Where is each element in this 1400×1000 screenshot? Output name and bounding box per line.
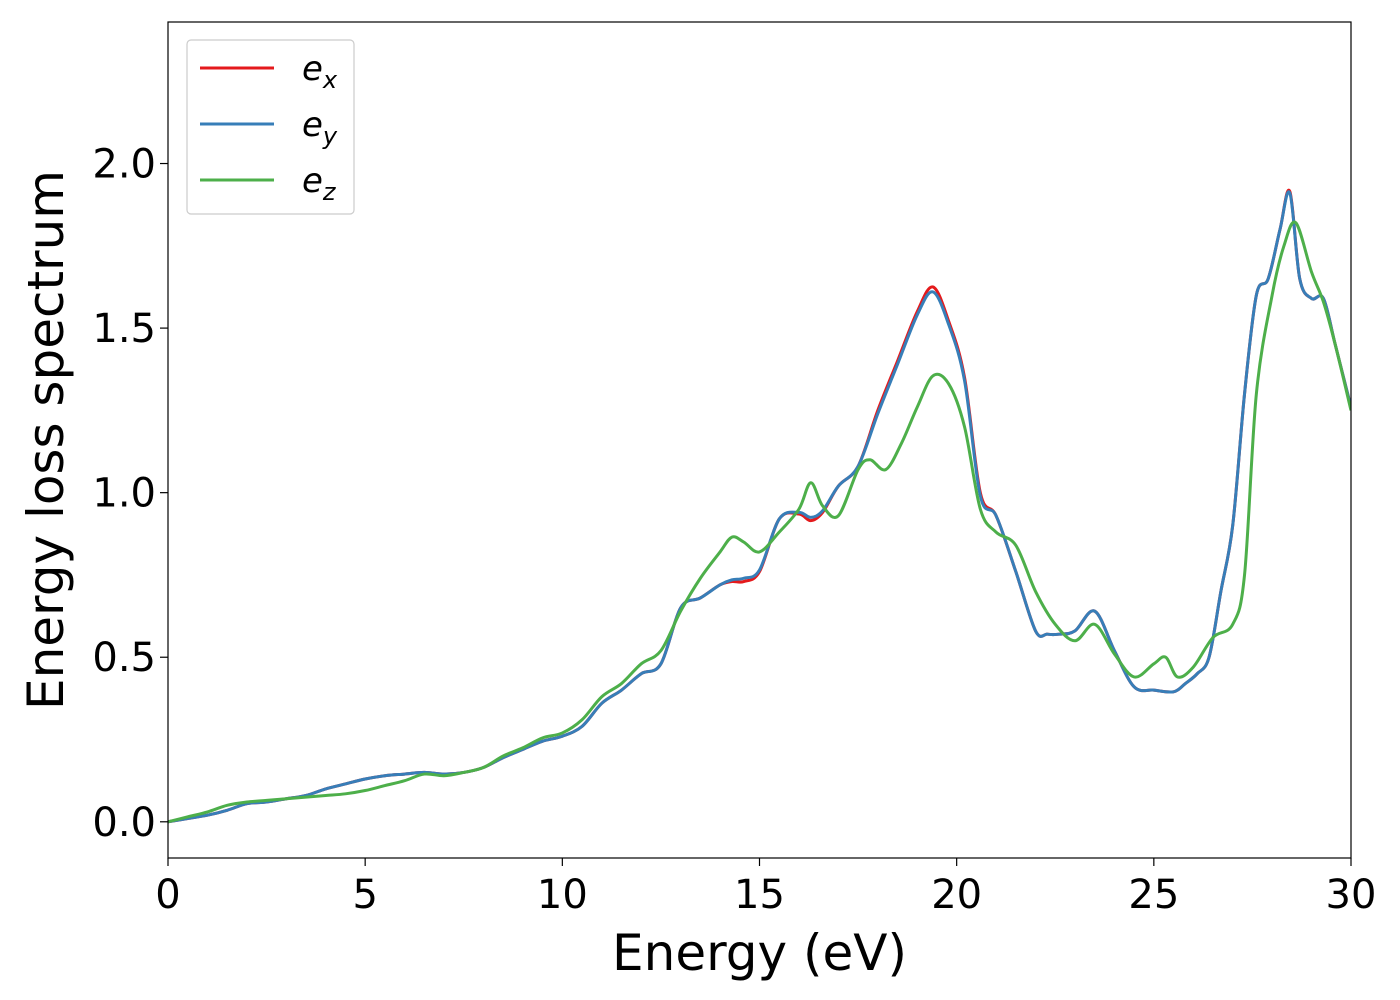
x-tick-label: 10	[537, 872, 588, 918]
y-tick-label: 1.0	[92, 471, 156, 517]
legend: ex ey ez	[186, 39, 355, 215]
x-tick-label: 30	[1326, 872, 1377, 918]
y-tick-label: 2.0	[92, 142, 156, 188]
x-tick-label: 25	[1128, 872, 1179, 918]
y-tick-label: 1.5	[92, 306, 156, 352]
series-line-x	[168, 188, 1351, 824]
x-tick-label: 20	[931, 872, 982, 918]
y-tick-label: 0.0	[92, 800, 156, 846]
legend-label-z: ez	[302, 161, 337, 206]
y-tick-label: 0.5	[92, 635, 156, 681]
legend-label-y: ey	[302, 105, 338, 150]
x-axis-ticks: 0 5 10 15 20 25 30	[155, 858, 1376, 918]
x-axis-title: Energy (eV)	[612, 924, 907, 982]
y-axis-ticks: 0.0 0.5 1.0 1.5 2.0	[92, 142, 168, 846]
x-tick-label: 5	[352, 872, 377, 918]
series-line-y	[168, 190, 1351, 824]
y-axis-title: Energy loss spectrum	[17, 170, 75, 710]
series-lines	[168, 188, 1351, 824]
legend-box	[186, 39, 355, 215]
x-tick-label: 0	[155, 872, 180, 918]
legend-label-x: ex	[302, 49, 338, 94]
x-tick-label: 15	[734, 872, 785, 918]
series-line-z	[168, 220, 1351, 824]
